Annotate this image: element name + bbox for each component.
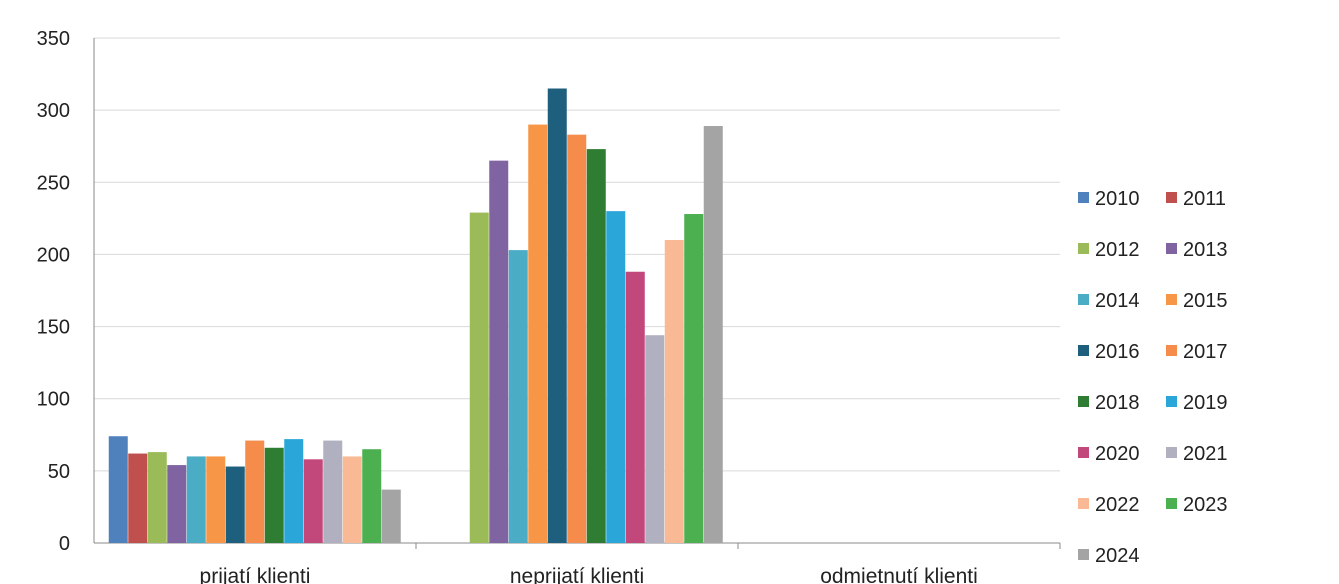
bar-2012-1	[469, 212, 489, 544]
bar-2019-0	[284, 439, 304, 543]
legend-swatch-2023	[1166, 498, 1177, 509]
bar-2022-0	[342, 456, 362, 543]
bar-2020-0	[303, 459, 323, 543]
legend-swatch-2020	[1078, 447, 1089, 458]
legend-swatch-2019	[1166, 396, 1177, 407]
bar-2018-1	[586, 149, 606, 543]
y-tick-label: 250	[37, 172, 70, 194]
legend-label-2017: 2017	[1183, 341, 1228, 363]
legend-label-2021: 2021	[1183, 443, 1228, 465]
bar-2010-0	[108, 436, 128, 543]
bar-2024-0	[381, 489, 401, 543]
legend-swatch-2024	[1078, 549, 1089, 560]
bars-layer	[108, 88, 723, 544]
bar-2014-0	[186, 456, 206, 543]
y-tick-label: 300	[37, 100, 70, 122]
bar-2024-1	[703, 126, 723, 543]
legend-label-2023: 2023	[1183, 494, 1228, 516]
legend-label-2015: 2015	[1183, 290, 1228, 312]
bar-2014-1	[508, 250, 528, 543]
bar-2012-0	[147, 452, 167, 543]
legend-swatch-2021	[1166, 447, 1177, 458]
y-tick-label: 0	[59, 533, 70, 555]
legend: 2010 2011 2012 2013 2014 2015 2016 2017 2018 2019…	[1078, 188, 1228, 567]
legend-swatch-2018	[1078, 396, 1089, 407]
legend-swatch-2014	[1078, 294, 1089, 305]
legend-label-2014: 2014	[1095, 290, 1140, 312]
bar-2017-0	[245, 440, 265, 543]
bar-2013-1	[489, 160, 509, 543]
bar-2013-0	[167, 465, 187, 543]
legend-label-2019: 2019	[1183, 392, 1228, 414]
bar-2021-1	[645, 335, 665, 543]
bar-2018-0	[264, 447, 284, 543]
legend-label-2022: 2022	[1095, 494, 1140, 516]
bar-2020-1	[625, 271, 645, 543]
x-category-label: neprijatí klienti	[510, 565, 644, 584]
bar-2015-0	[206, 456, 226, 543]
bar-2016-1	[547, 88, 567, 543]
legend-swatch-2015	[1166, 294, 1177, 305]
bar-2023-1	[684, 214, 704, 543]
bar-2011-0	[128, 453, 148, 543]
legend-swatch-2017	[1166, 345, 1177, 356]
legend-label-2011: 2011	[1183, 188, 1226, 210]
axis-layer: 0 50 100 150 200 250 300 350 prijatí klienti nepr…	[37, 28, 1061, 584]
bar-2017-1	[567, 134, 587, 543]
legend-label-2024: 2024	[1095, 545, 1140, 567]
legend-swatch-2013	[1166, 243, 1177, 254]
legend-label-2020: 2020	[1095, 443, 1140, 465]
bar-2015-1	[528, 124, 548, 544]
y-tick-label: 150	[37, 317, 70, 339]
y-tick-label: 200	[37, 244, 70, 266]
bar-2022-1	[664, 240, 684, 543]
legend-swatch-2011	[1166, 192, 1177, 203]
bar-2023-0	[362, 449, 382, 543]
legend-label-2013: 2013	[1183, 239, 1228, 261]
legend-label-2010: 2010	[1095, 188, 1140, 210]
x-category-label: prijatí klienti	[200, 565, 311, 584]
legend-swatch-2022	[1078, 498, 1089, 509]
legend-swatch-2010	[1078, 192, 1089, 203]
bar-2021-0	[323, 440, 343, 543]
legend-label-2018: 2018	[1095, 392, 1140, 414]
legend-label-2016: 2016	[1095, 341, 1140, 363]
y-tick-label: 50	[48, 461, 70, 483]
bar-2019-1	[606, 211, 626, 543]
bar-2016-0	[225, 466, 245, 543]
legend-swatch-2012	[1078, 243, 1089, 254]
x-category-label: odmietnutí klienti	[820, 565, 978, 584]
legend-label-2012: 2012	[1095, 239, 1140, 261]
legend-swatch-2016	[1078, 345, 1089, 356]
y-tick-label: 100	[37, 389, 70, 411]
y-tick-label: 350	[37, 28, 70, 50]
